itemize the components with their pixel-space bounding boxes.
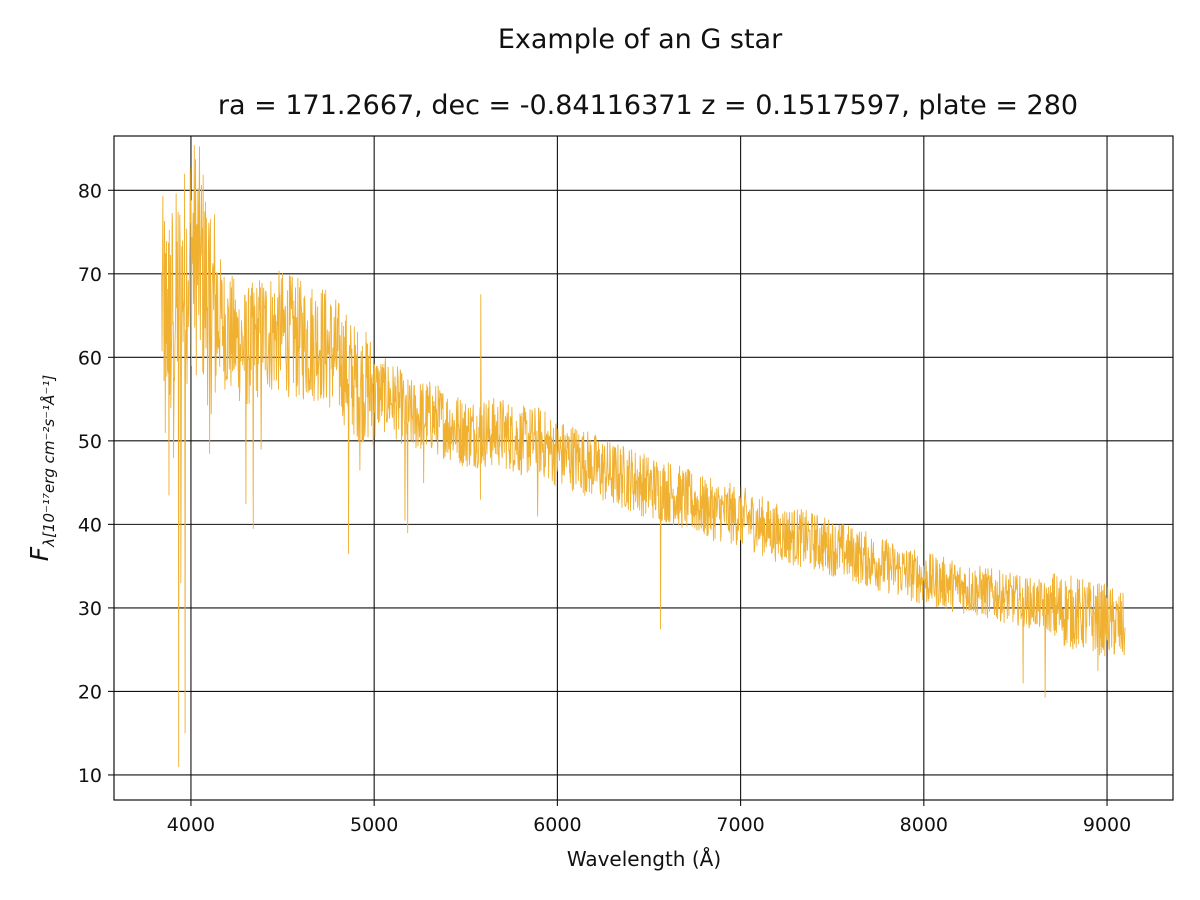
y-tick-label: 70: [78, 264, 102, 286]
x-tick-label: 7000: [716, 814, 764, 836]
chart-title: Example of an G star: [498, 24, 783, 55]
y-tick-label: 40: [78, 514, 102, 536]
chart-subtitle: ra = 171.2667, dec = -0.84116371 z = 0.1…: [218, 90, 1078, 121]
y-tick-label: 10: [78, 765, 102, 787]
y-tick-label: 50: [78, 431, 102, 453]
y-tick-label: 60: [78, 347, 102, 369]
x-tick-label: 8000: [900, 814, 948, 836]
x-tick-label: 9000: [1083, 814, 1131, 836]
spectrum-line: [161, 145, 1126, 768]
grid-lines: [114, 136, 1173, 800]
x-tick-label: 6000: [533, 814, 581, 836]
y-axis-label-subscript: λ[10⁻¹⁷erg cm⁻²s⁻¹Å⁻¹]: [39, 375, 58, 548]
y-tick-label: 80: [78, 180, 102, 202]
plot-frame: [113, 135, 1174, 801]
x-axis-ticks: 4000 5000 6000 7000 8000 9000: [167, 800, 1131, 836]
y-tick-label: 20: [78, 681, 102, 703]
y-tick-label: 30: [78, 598, 102, 620]
y-axis-ticks: 10 20 30 40 50 60 70 80: [78, 180, 114, 787]
y-axis-label: Fλ[10⁻¹⁷erg cm⁻²s⁻¹Å⁻¹]: [25, 375, 58, 562]
x-axis-label: Wavelength (Å): [567, 847, 721, 871]
plot-area: [161, 145, 1126, 768]
x-tick-label: 4000: [167, 814, 215, 836]
x-tick-label: 5000: [350, 814, 398, 836]
y-axis-label-symbol: F: [25, 546, 54, 561]
